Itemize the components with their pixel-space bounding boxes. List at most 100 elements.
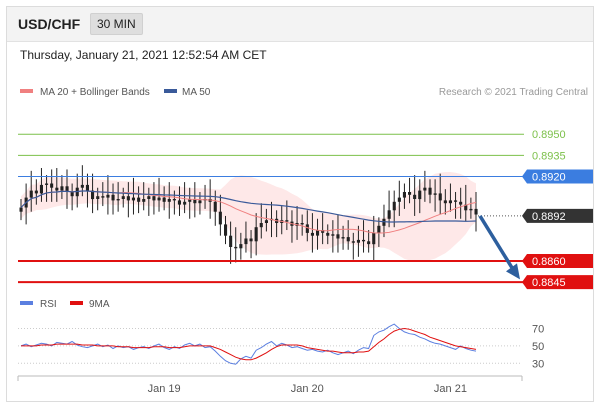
candle-body — [372, 232, 376, 245]
rsi-tick-label: 70 — [532, 323, 544, 335]
candle-body — [362, 239, 366, 242]
candle-body — [101, 196, 105, 198]
level-tag — [522, 275, 593, 290]
legend-ma20-swatch — [20, 89, 33, 93]
rsi-tick-label: 50 — [532, 341, 544, 353]
candle-body — [34, 190, 38, 194]
candle-body — [19, 207, 23, 212]
candle-body — [418, 190, 422, 200]
candle-body — [116, 199, 120, 201]
candle-body — [377, 225, 381, 233]
candle-body — [341, 237, 345, 239]
candle-body — [50, 183, 54, 188]
level-label: 0.8950 — [532, 129, 566, 141]
candle-body — [85, 184, 89, 191]
candle-body — [45, 183, 49, 185]
candle-body — [111, 194, 115, 201]
candle-body — [469, 208, 473, 211]
timestamp: Thursday, January 21, 2021 12:52:54 AM C… — [20, 48, 267, 62]
candle-body — [428, 187, 432, 195]
level-tag — [522, 208, 593, 223]
candle-body — [39, 184, 43, 194]
candle-body — [60, 186, 64, 191]
candle-body — [443, 200, 447, 204]
candle-body — [321, 230, 325, 233]
level-label: 0.8920 — [532, 171, 566, 183]
candle-body — [131, 197, 135, 201]
candle-body — [413, 194, 417, 199]
candle-body — [96, 196, 100, 199]
level-label: 0.8860 — [532, 256, 566, 268]
candle-body — [259, 223, 263, 228]
rsi-tick-label: 30 — [532, 358, 544, 370]
candle-body — [392, 201, 396, 211]
candle-body — [454, 200, 458, 202]
candle-body — [356, 239, 360, 243]
candle-body — [438, 193, 442, 201]
candle-body — [305, 224, 309, 233]
legend-9ma-label: 9MA — [89, 299, 110, 310]
level-label: 0.8892 — [532, 211, 566, 223]
candle-body — [300, 223, 304, 225]
timeframe-button[interactable]: 30 MIN — [90, 13, 143, 35]
candle-body — [70, 192, 74, 197]
price-plot — [19, 165, 478, 264]
x-tick-label: Jan 20 — [291, 383, 324, 395]
candle-body — [152, 196, 156, 201]
candle-body — [402, 192, 406, 198]
candle-body — [387, 210, 391, 219]
x-tick-label: Jan 21 — [434, 383, 467, 395]
candle-body — [331, 234, 335, 236]
level-tag — [522, 254, 593, 269]
candle-body — [55, 187, 59, 191]
currency-pair: USD/CHF — [18, 16, 81, 32]
candle-body — [121, 196, 125, 199]
candle-body — [224, 224, 228, 236]
candle-body — [234, 246, 238, 249]
legend-rsi-label: RSI — [40, 299, 57, 310]
candle-body — [142, 199, 146, 202]
candle-body — [244, 238, 248, 245]
candle-body — [239, 244, 243, 249]
candle-body — [474, 208, 478, 215]
candle-body — [249, 238, 253, 242]
level-label: 0.8845 — [532, 277, 566, 289]
candle-body — [254, 227, 258, 242]
candle-body — [183, 201, 187, 205]
candle-body — [448, 200, 452, 204]
candle-body — [367, 241, 371, 245]
candle-body — [464, 204, 468, 211]
candle-body — [408, 192, 412, 195]
level-tag — [522, 169, 593, 184]
candle-body — [229, 235, 233, 247]
candle-body — [137, 197, 141, 202]
candle-body — [326, 232, 330, 236]
bollinger-band — [21, 172, 476, 262]
forecast-arrowhead — [506, 263, 520, 280]
candle-body — [188, 199, 192, 202]
candle-body — [346, 237, 350, 242]
candle-body — [382, 218, 386, 226]
candle-body — [351, 241, 355, 243]
candle-body — [423, 187, 427, 191]
candle-body — [29, 190, 33, 198]
candle-body — [397, 197, 401, 202]
legend-9ma-swatch — [70, 301, 83, 305]
candle-body — [213, 201, 217, 212]
candle-body — [65, 186, 69, 192]
candle-body — [157, 197, 161, 201]
candle-body — [193, 199, 197, 204]
rsi-ma-line — [21, 327, 477, 361]
candle-body — [80, 184, 84, 188]
candle-body — [198, 200, 202, 204]
legend-rsi-swatch — [20, 301, 33, 305]
level-label: 0.8935 — [532, 150, 566, 162]
candle-body — [336, 234, 340, 239]
legend-ma20-label: MA 20 + Bollinger Bands — [40, 87, 150, 98]
candle-body — [162, 197, 166, 202]
x-axis: Jan 19 Jan 20 Jan 21 — [17, 376, 523, 395]
legend-ma50-label: MA 50 — [182, 87, 211, 98]
candle-body — [218, 211, 222, 225]
legend-ma50-swatch — [164, 89, 177, 93]
price-levels: 0.8950 0.8935 0.8920 0.8892 0.8860 0.8845 — [18, 129, 593, 290]
